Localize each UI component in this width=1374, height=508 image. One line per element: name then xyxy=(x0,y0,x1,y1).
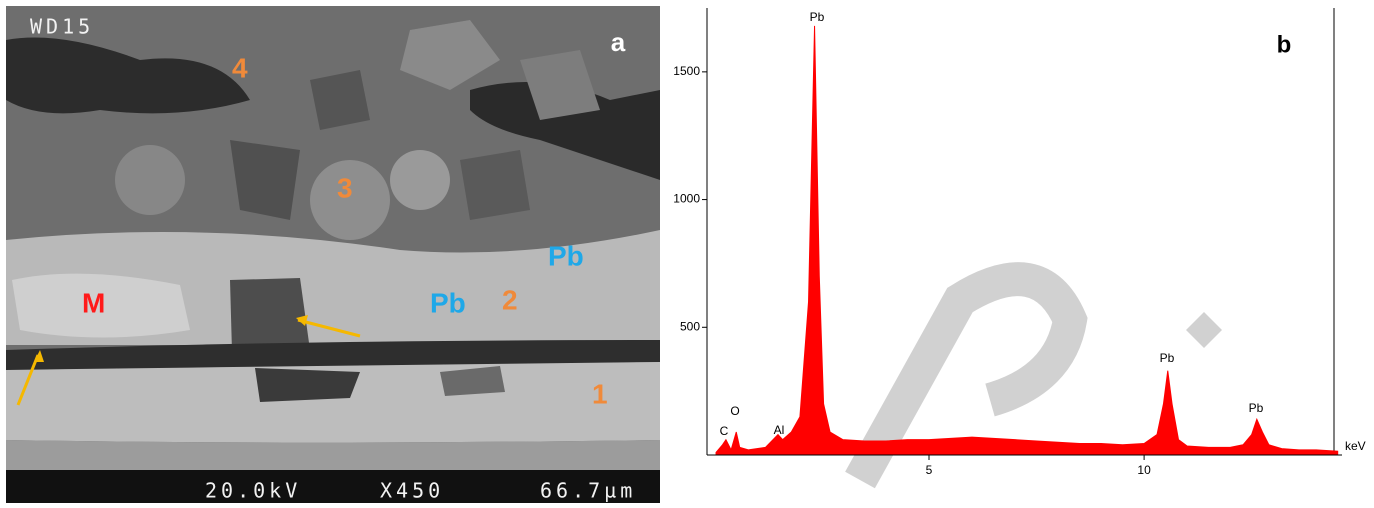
x-unit: keV xyxy=(1345,439,1366,453)
peak-label: C xyxy=(720,424,729,438)
peak-label: Al xyxy=(774,423,785,437)
y-tick-label: 500 xyxy=(680,319,700,333)
layer-label: 4 xyxy=(232,52,248,83)
panel-label: b xyxy=(1277,31,1292,58)
layer-label: 2 xyxy=(502,284,518,315)
element-label: Pb xyxy=(548,240,584,271)
layer-label: 1 xyxy=(592,378,608,409)
x-tick-label: 10 xyxy=(1137,463,1151,477)
peak-label: Pb xyxy=(1249,401,1264,415)
watermark xyxy=(845,262,1222,489)
sem-scale: 66.7µm xyxy=(540,479,636,503)
panel-label: a xyxy=(611,27,626,57)
peak-label: Pb xyxy=(810,10,825,24)
sem-voltage: 20.0kV xyxy=(205,479,301,503)
y-tick-label: 1000 xyxy=(673,192,700,206)
sem-id: WD15 xyxy=(30,15,94,39)
peak-label: Pb xyxy=(1160,351,1175,365)
spectrum-chart: b 500 1000 1500 5 10 keV CO Al Pb Pb Pb xyxy=(673,8,1366,477)
y-tick-label: 1500 xyxy=(673,64,700,78)
peak-label: O xyxy=(730,404,739,418)
x-tick-label: 5 xyxy=(926,463,933,477)
sem-image: WD15 20.0kV X450 66.7µm a 4 3 2 1 M Pb P… xyxy=(6,6,660,503)
mineral-label: M xyxy=(82,287,105,318)
spectrum-area xyxy=(715,25,1339,456)
layer-label: 3 xyxy=(337,172,353,203)
element-label: Pb xyxy=(430,287,466,318)
sem-magnification: X450 xyxy=(380,479,444,503)
